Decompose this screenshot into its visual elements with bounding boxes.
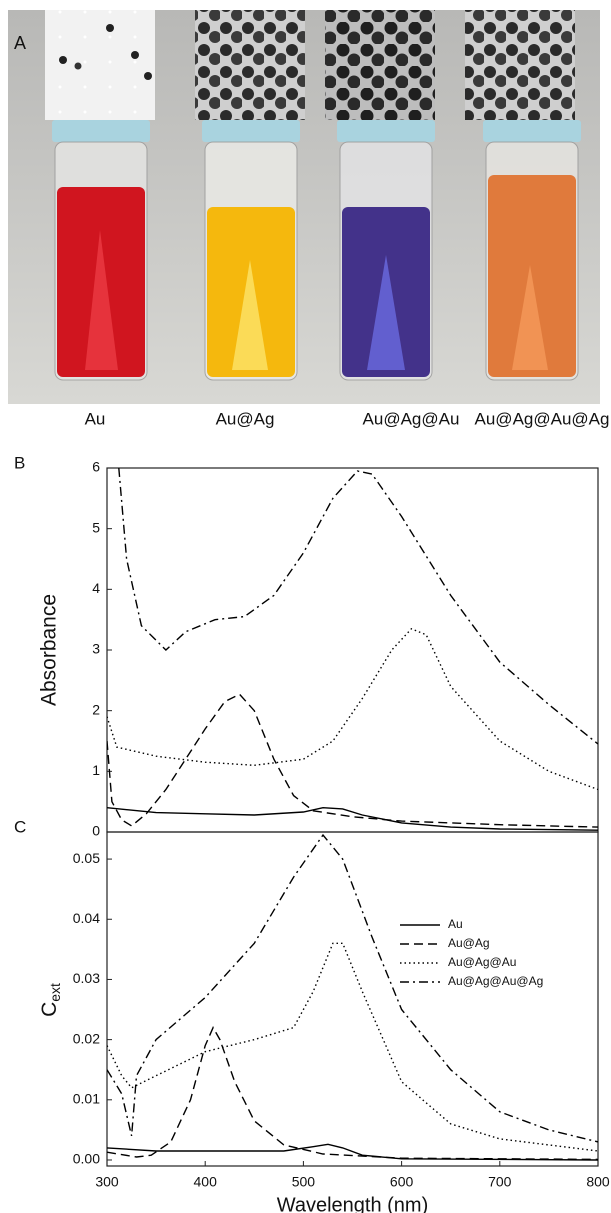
y-tick-label: 0.05	[73, 850, 100, 866]
y-tick-label: 3	[92, 641, 100, 657]
data-line	[107, 806, 598, 831]
y-tick-label: 0.03	[73, 970, 100, 986]
sample-label: Au	[85, 409, 106, 428]
legend-label: Au@Ag@Au	[448, 955, 516, 969]
vial	[337, 120, 435, 381]
legend-label: Au	[448, 917, 463, 931]
panel-label: B	[14, 453, 25, 472]
y-tick-label: 1	[92, 762, 100, 778]
y-tick-label: 0.04	[73, 910, 100, 926]
x-tick-label: 400	[194, 1174, 218, 1190]
x-tick-label: 800	[586, 1174, 610, 1190]
plot-area	[107, 468, 598, 831]
data-line	[107, 1026, 598, 1161]
panel-label: A	[14, 33, 26, 53]
plot-frame	[106, 467, 599, 833]
x-axis-label: Wavelength (nm)	[277, 1194, 429, 1213]
y-tick-label: 0	[92, 823, 100, 839]
y-tick-label: 5	[92, 519, 100, 535]
tem-inset	[195, 10, 305, 120]
data-line	[118, 468, 598, 745]
x-tick-label: 700	[488, 1174, 512, 1190]
plot-frame	[106, 831, 599, 1167]
tem-inset	[325, 10, 435, 120]
legend-label: Au@Ag	[448, 936, 490, 950]
vial	[52, 120, 150, 381]
x-tick-label: 500	[292, 1174, 316, 1190]
y-tick-label: 0.02	[73, 1030, 100, 1046]
y-label-sub: ext	[47, 983, 63, 1002]
vial	[202, 120, 300, 381]
y-tick-label: 4	[92, 580, 100, 596]
y-tick-label: 2	[92, 701, 100, 717]
y-tick-label: 6	[92, 459, 100, 475]
legend-label: Au@Ag@Au@Ag	[448, 974, 543, 988]
tem-inset	[45, 10, 155, 120]
data-line	[107, 1143, 598, 1161]
tem-inset	[465, 10, 575, 120]
y-axis-label: Cext	[38, 983, 63, 1017]
plot-area	[107, 833, 598, 1161]
photo: A Au Au@Ag Au@Ag@Au Au@Ag@Au@Ag	[8, 10, 609, 428]
sample-label: Au@Ag	[216, 409, 275, 428]
panel-label: C	[14, 817, 26, 836]
y-tick-label: 0.00	[73, 1151, 100, 1167]
data-line	[107, 693, 598, 828]
y-label-main: C	[38, 1002, 61, 1017]
data-line	[107, 833, 598, 1143]
x-tick-label: 600	[390, 1174, 414, 1190]
data-line	[107, 627, 598, 791]
y-tick-label: 0.01	[73, 1091, 100, 1107]
vial	[483, 120, 581, 381]
y-axis-label: Absorbance	[38, 594, 61, 706]
x-tick-label: 300	[95, 1174, 119, 1190]
sample-label: Au@Ag@Au	[363, 409, 460, 428]
sample-label: Au@Ag@Au@Ag	[475, 409, 610, 428]
